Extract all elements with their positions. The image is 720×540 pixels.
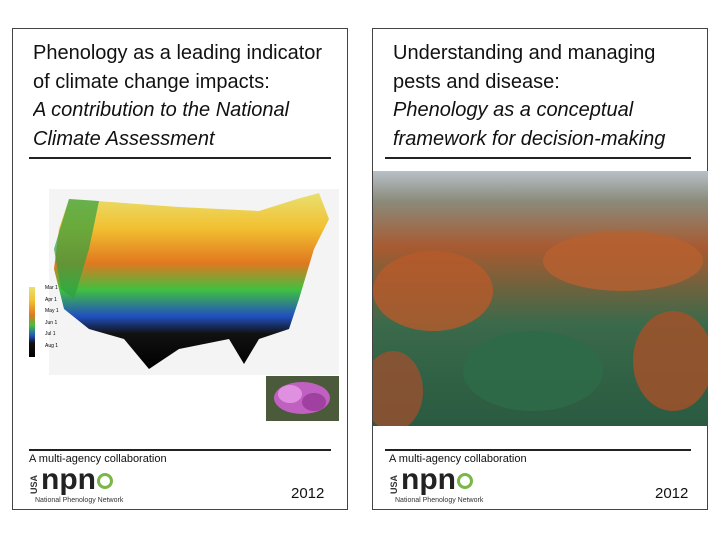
title-text: Understanding and managing pests and dis… bbox=[393, 42, 656, 93]
logo-mark bbox=[97, 473, 113, 489]
title-text: Phenology as a leading indicator of clim… bbox=[33, 42, 323, 93]
rule bbox=[29, 449, 331, 451]
map-image bbox=[29, 189, 339, 375]
legend-label: Mar 1 bbox=[45, 285, 58, 291]
map-legend: Mar 1 Apr 1 May 1 Jun 1 Jul 1 Aug 1 bbox=[45, 283, 59, 352]
subtitle-text: A contribution to the National Climate A… bbox=[33, 99, 290, 150]
year: 2012 bbox=[291, 485, 325, 502]
legend-label: Jul 1 bbox=[45, 331, 56, 337]
cover-title: Phenology as a leading indicator of clim… bbox=[33, 39, 333, 209]
footer: A multi-agency collaboration bbox=[389, 453, 527, 465]
legend-label: Aug 1 bbox=[45, 342, 59, 349]
rule bbox=[385, 157, 691, 159]
legend-label: Apr 1 bbox=[45, 296, 57, 303]
footer: A multi-agency collaboration bbox=[29, 453, 167, 465]
logo: USA npn National Phenology Network bbox=[29, 463, 154, 509]
rule bbox=[385, 449, 691, 451]
logo-name: National Phenology Network bbox=[395, 497, 484, 504]
legend-label: May 1 bbox=[45, 308, 59, 314]
rule bbox=[29, 157, 331, 159]
cover: Understanding and managing pests and dis… bbox=[372, 28, 708, 510]
forest-image bbox=[373, 171, 708, 426]
flower-image bbox=[266, 376, 339, 421]
logo-country: USA bbox=[389, 475, 399, 495]
logo: USA npn National Phenology Network bbox=[389, 463, 514, 509]
logo-mark bbox=[457, 473, 473, 489]
cover-title: Understanding and managing pests and dis… bbox=[393, 39, 693, 209]
subtitle-text: Phenology as a conceptual framework for … bbox=[393, 99, 666, 150]
cover: Phenology as a leading indicator of clim… bbox=[12, 28, 348, 510]
legend-label: Jun 1 bbox=[45, 319, 58, 326]
logo-country: USA bbox=[29, 475, 39, 495]
logo-acronym: npn bbox=[401, 463, 456, 496]
logo-acronym: npn bbox=[41, 463, 96, 496]
logo-name: National Phenology Network bbox=[35, 497, 124, 504]
year: 2012 bbox=[655, 485, 689, 502]
